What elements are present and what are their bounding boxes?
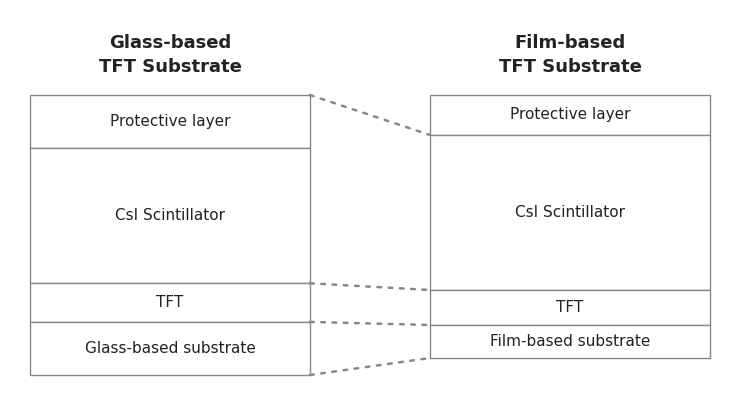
Text: Protective layer: Protective layer xyxy=(510,108,630,122)
Text: Glass-based
TFT Substrate: Glass-based TFT Substrate xyxy=(98,34,241,76)
Text: CsI Scintillator: CsI Scintillator xyxy=(515,205,625,220)
Bar xyxy=(30,148,310,283)
Text: TFT: TFT xyxy=(156,295,184,310)
Text: TFT: TFT xyxy=(556,300,584,315)
Bar xyxy=(430,325,710,358)
Text: Glass-based substrate: Glass-based substrate xyxy=(84,341,255,356)
Bar xyxy=(30,322,310,375)
Bar xyxy=(430,290,710,325)
Text: Film-based
TFT Substrate: Film-based TFT Substrate xyxy=(499,34,642,76)
Text: Film-based substrate: Film-based substrate xyxy=(490,334,650,349)
Text: Protective layer: Protective layer xyxy=(110,114,230,129)
Bar xyxy=(30,95,310,148)
Text: CsI Scintillator: CsI Scintillator xyxy=(115,208,225,223)
Bar xyxy=(30,283,310,322)
Bar xyxy=(430,135,710,290)
Bar xyxy=(430,95,710,135)
